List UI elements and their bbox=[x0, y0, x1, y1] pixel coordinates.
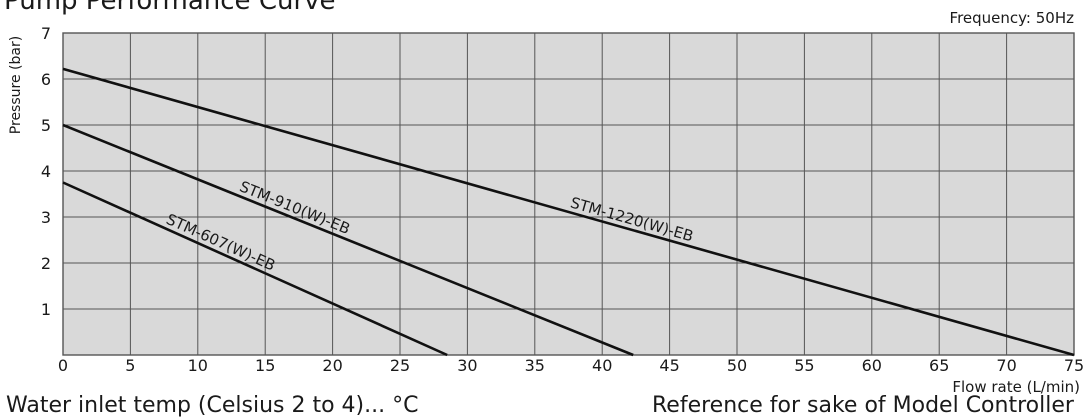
page-title: Pump Performance Curve bbox=[4, 0, 336, 16]
y-tick-label: 5 bbox=[41, 116, 51, 135]
y-tick-label: 4 bbox=[41, 162, 51, 181]
x-tick-label: 25 bbox=[390, 356, 410, 375]
series-line bbox=[62, 181, 448, 357]
x-tick-label: 10 bbox=[188, 356, 208, 375]
x-tick-label: 30 bbox=[457, 356, 477, 375]
x-tick-label: 60 bbox=[862, 356, 882, 375]
y-tick-label: 3 bbox=[41, 208, 51, 227]
x-tick-label: 55 bbox=[794, 356, 814, 375]
series-line bbox=[62, 67, 1075, 357]
x-tick-label: 75 bbox=[1064, 356, 1084, 375]
x-tick-label: 20 bbox=[322, 356, 342, 375]
x-tick-label: 35 bbox=[525, 356, 545, 375]
x-tick-label: 40 bbox=[592, 356, 612, 375]
x-tick-label: 65 bbox=[929, 356, 949, 375]
y-tick-label: 6 bbox=[41, 70, 51, 89]
x-tick-label: 0 bbox=[58, 356, 68, 375]
series-line bbox=[62, 123, 634, 357]
y-tick-label: 7 bbox=[41, 24, 51, 43]
y-tick-label: 2 bbox=[41, 254, 51, 273]
frequency-label: Frequency: 50Hz bbox=[949, 9, 1074, 27]
x-tick-label: 50 bbox=[727, 356, 747, 375]
x-tick-label: 5 bbox=[125, 356, 135, 375]
series-lines bbox=[62, 67, 1075, 357]
x-tick-label: 70 bbox=[996, 356, 1016, 375]
x-tick-labels: 0 5 10 15 20 25 30 35 40 45 50 55 60 65 70 75 bbox=[58, 356, 1084, 375]
x-axis-label: Flow rate (L/min) bbox=[952, 378, 1080, 396]
plot-area bbox=[62, 32, 1075, 356]
y-tick-labels: 1 2 3 4 5 6 7 bbox=[41, 24, 51, 319]
x-tick-label: 15 bbox=[255, 356, 275, 375]
y-tick-label: 1 bbox=[41, 300, 51, 319]
x-tick-label: 45 bbox=[659, 356, 679, 375]
